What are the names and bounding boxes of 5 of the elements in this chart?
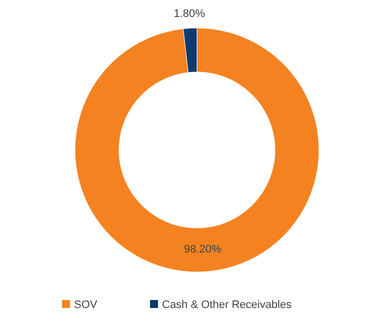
legend-label: SOV	[74, 299, 98, 311]
donut-slice	[74, 28, 320, 272]
data-label: 1.80%	[174, 8, 206, 20]
legend-label: Cash & Other Receivables	[162, 299, 292, 311]
data-label: 98.20%	[184, 244, 222, 256]
